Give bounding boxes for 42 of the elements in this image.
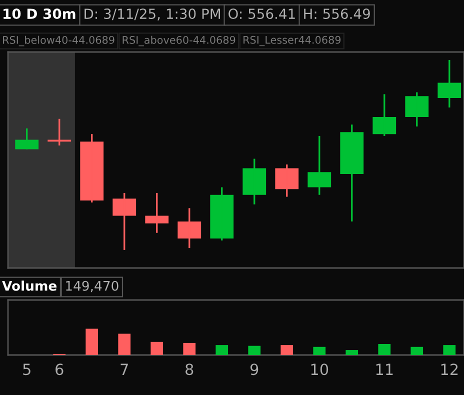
bar — [410, 346, 424, 355]
candlestick — [405, 91, 429, 128]
text: RSI_below40-44.0689 — [3, 36, 114, 46]
candlestick — [80, 133, 104, 204]
text: RSI_above60-44.0689 — [122, 36, 236, 46]
x-tick-label: 6 — [56, 364, 64, 376]
bar — [313, 346, 326, 355]
text: O: 556.41 — [228, 8, 295, 20]
bar — [86, 328, 98, 355]
bar — [216, 345, 228, 355]
x-tick-label: 9 — [250, 364, 258, 376]
text: H: 556.49 — [304, 8, 370, 20]
bar — [118, 334, 131, 355]
bar — [248, 346, 261, 355]
text: 149,470 — [66, 280, 118, 292]
bar — [378, 344, 391, 355]
text: RSI_Lesser44.0689 — [244, 36, 341, 46]
x-tick-label: 12 — [441, 364, 458, 375]
candlestick — [340, 124, 364, 222]
candlestick — [210, 186, 234, 242]
x-tick-label: 10 — [311, 364, 328, 376]
x-tick-label: 11 — [376, 364, 393, 375]
bar — [443, 345, 456, 355]
bar — [280, 345, 294, 355]
candlestick — [275, 164, 299, 198]
chart-title: Volume — [2, 280, 57, 291]
candlestick — [308, 135, 332, 196]
candlestick — [145, 192, 169, 234]
text: D: 3/11/25, 1:30 PM — [84, 8, 220, 20]
candlestick — [112, 192, 136, 251]
candlestick — [438, 59, 462, 108]
x-tick-label: 7 — [120, 364, 128, 375]
bar — [346, 350, 358, 355]
candlestick — [178, 207, 202, 249]
x-tick-label: 5 — [23, 364, 30, 376]
candlestick — [15, 128, 39, 150]
candlestick — [372, 93, 396, 137]
bar — [150, 342, 164, 355]
x-tick-label: 8 — [186, 364, 194, 376]
chart-title: 10 D 30m — [4, 8, 76, 20]
candlestick — [242, 158, 266, 206]
bar — [183, 342, 196, 355]
